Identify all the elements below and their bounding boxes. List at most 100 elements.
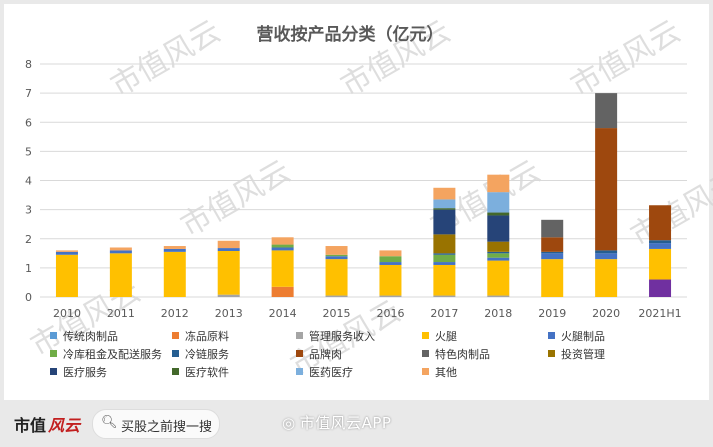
y-tick-label: 1 — [25, 262, 32, 275]
legend-label: 医疗软件 — [185, 365, 229, 379]
legend-label: 传统肉制品 — [63, 330, 118, 343]
x-tick-label: 2016 — [376, 307, 404, 320]
legend-label: 医疗服务 — [63, 365, 107, 379]
bar-segment — [379, 256, 402, 263]
bar-segment — [163, 251, 186, 297]
y-tick-label: 3 — [25, 204, 32, 217]
legend-swatch — [50, 368, 57, 375]
bar-segment — [595, 259, 618, 297]
bar-segment — [487, 215, 510, 242]
y-tick-label: 5 — [25, 145, 32, 158]
bar-segment — [271, 247, 294, 251]
legend-swatch — [548, 332, 555, 339]
legend-swatch — [172, 332, 179, 339]
bar-segment — [433, 234, 456, 254]
bar-segment — [109, 250, 132, 254]
x-tick-label: 2014 — [269, 307, 297, 320]
bar-segment — [541, 219, 564, 238]
bar-segment — [433, 254, 456, 263]
y-tick-label: 4 — [25, 175, 32, 188]
bar-segment — [325, 246, 348, 255]
legend-label: 投资管理 — [561, 347, 605, 361]
search-icon: 🔍︎ — [101, 415, 118, 430]
bar-segment — [487, 260, 510, 296]
legend-swatch — [296, 332, 303, 339]
bar-segment — [541, 253, 564, 260]
bar-segment — [433, 209, 456, 235]
bar-segment — [595, 250, 618, 254]
bar-segment — [325, 259, 348, 296]
search-box[interactable]: 🔍︎ 买股之前搜一搜 — [92, 409, 220, 439]
y-tick-label: 0 — [25, 291, 32, 304]
legend-swatch — [422, 350, 429, 357]
legend-label: 其他 — [435, 366, 457, 379]
bar-segment — [541, 259, 564, 297]
bar-segment — [649, 279, 672, 297]
legend-swatch — [422, 368, 429, 375]
bar-segment — [379, 264, 402, 296]
brand-name: 市值 — [14, 416, 47, 435]
bar-segment — [487, 174, 510, 193]
bar-segment — [433, 295, 456, 297]
bar-segment — [487, 212, 510, 216]
bar-segment — [163, 246, 186, 249]
x-tick-label: 2013 — [215, 307, 243, 320]
bar-segment — [487, 295, 510, 297]
chart-title: 营收按产品分类（亿元） — [257, 24, 444, 45]
bar-segment — [541, 251, 564, 254]
chart-card: 市值风云 市值风云 市值风云 市值风云 市值风云 市值风云 市值风云 市值风云 … — [4, 4, 713, 400]
legend-label: 冷库租金及配送服务 — [63, 347, 162, 361]
bar-segment — [487, 251, 510, 254]
bar-segment — [487, 241, 510, 252]
bar-segment — [217, 248, 240, 251]
bar-segment — [433, 253, 456, 255]
bar-segment — [595, 93, 618, 129]
weibo-icon: ◎ — [282, 414, 296, 432]
footer-bar: 市值 风云 🔍︎ 买股之前搜一搜 ◎ 市值风云APP — [0, 400, 713, 447]
x-tick-label: 2011 — [107, 307, 135, 320]
bar-segment — [271, 250, 294, 287]
brand-logo-mark: 风云 — [48, 416, 81, 435]
x-tick-label: 2019 — [538, 307, 566, 320]
y-tick-label: 7 — [25, 87, 32, 100]
x-tick-label: 2020 — [592, 307, 620, 320]
stacked-bar-chart: 营收按产品分类（亿元） 2010 2011 2012 2013 2014 2015 2016… — [25, 24, 687, 379]
legend-swatch — [50, 350, 57, 357]
bar-segment — [379, 262, 402, 265]
legend-label: 特色肉制品 — [435, 347, 490, 361]
legend-label: 医药医疗 — [309, 365, 353, 379]
legend-label: 冻品原料 — [185, 329, 229, 343]
bar-segment — [379, 295, 402, 297]
bar-segment — [649, 248, 672, 280]
bar-segment — [541, 237, 564, 252]
legend-label: 火腿制品 — [561, 330, 605, 343]
bar-segment — [217, 294, 240, 297]
bar-segment — [109, 253, 132, 297]
y-tick-label: 6 — [25, 116, 32, 129]
legend-swatch — [50, 332, 57, 339]
x-tick-label: 2015 — [323, 307, 351, 320]
bar-segment — [433, 199, 456, 209]
legend-swatch — [172, 350, 179, 357]
x-tick-label: 2021H1 — [638, 307, 681, 320]
bar-segment — [271, 244, 294, 248]
y-tick-label: 8 — [25, 58, 32, 71]
legend-label: 冷链服务 — [185, 347, 229, 361]
bar-segment — [487, 192, 510, 213]
x-tick-label: 2010 — [53, 307, 81, 320]
weibo-watermark: ◎ 市值风云APP — [282, 412, 391, 433]
legend-label: 管理服务收入 — [309, 329, 375, 343]
legend-label: 品牌肉 — [309, 347, 342, 361]
bar-segment — [433, 262, 456, 265]
bar-segment — [217, 250, 240, 295]
bar-segment — [487, 253, 510, 258]
bar-segment — [271, 237, 294, 245]
bar-segment — [649, 240, 672, 244]
brand-logo[interactable]: 市值 风云 — [14, 412, 80, 436]
bar-segment — [163, 248, 186, 252]
bar-segment — [649, 243, 672, 249]
weibo-text: 市值风云APP — [299, 414, 392, 432]
legend-swatch — [548, 350, 555, 357]
legend-swatch — [172, 368, 179, 375]
bar-segment — [325, 295, 348, 297]
